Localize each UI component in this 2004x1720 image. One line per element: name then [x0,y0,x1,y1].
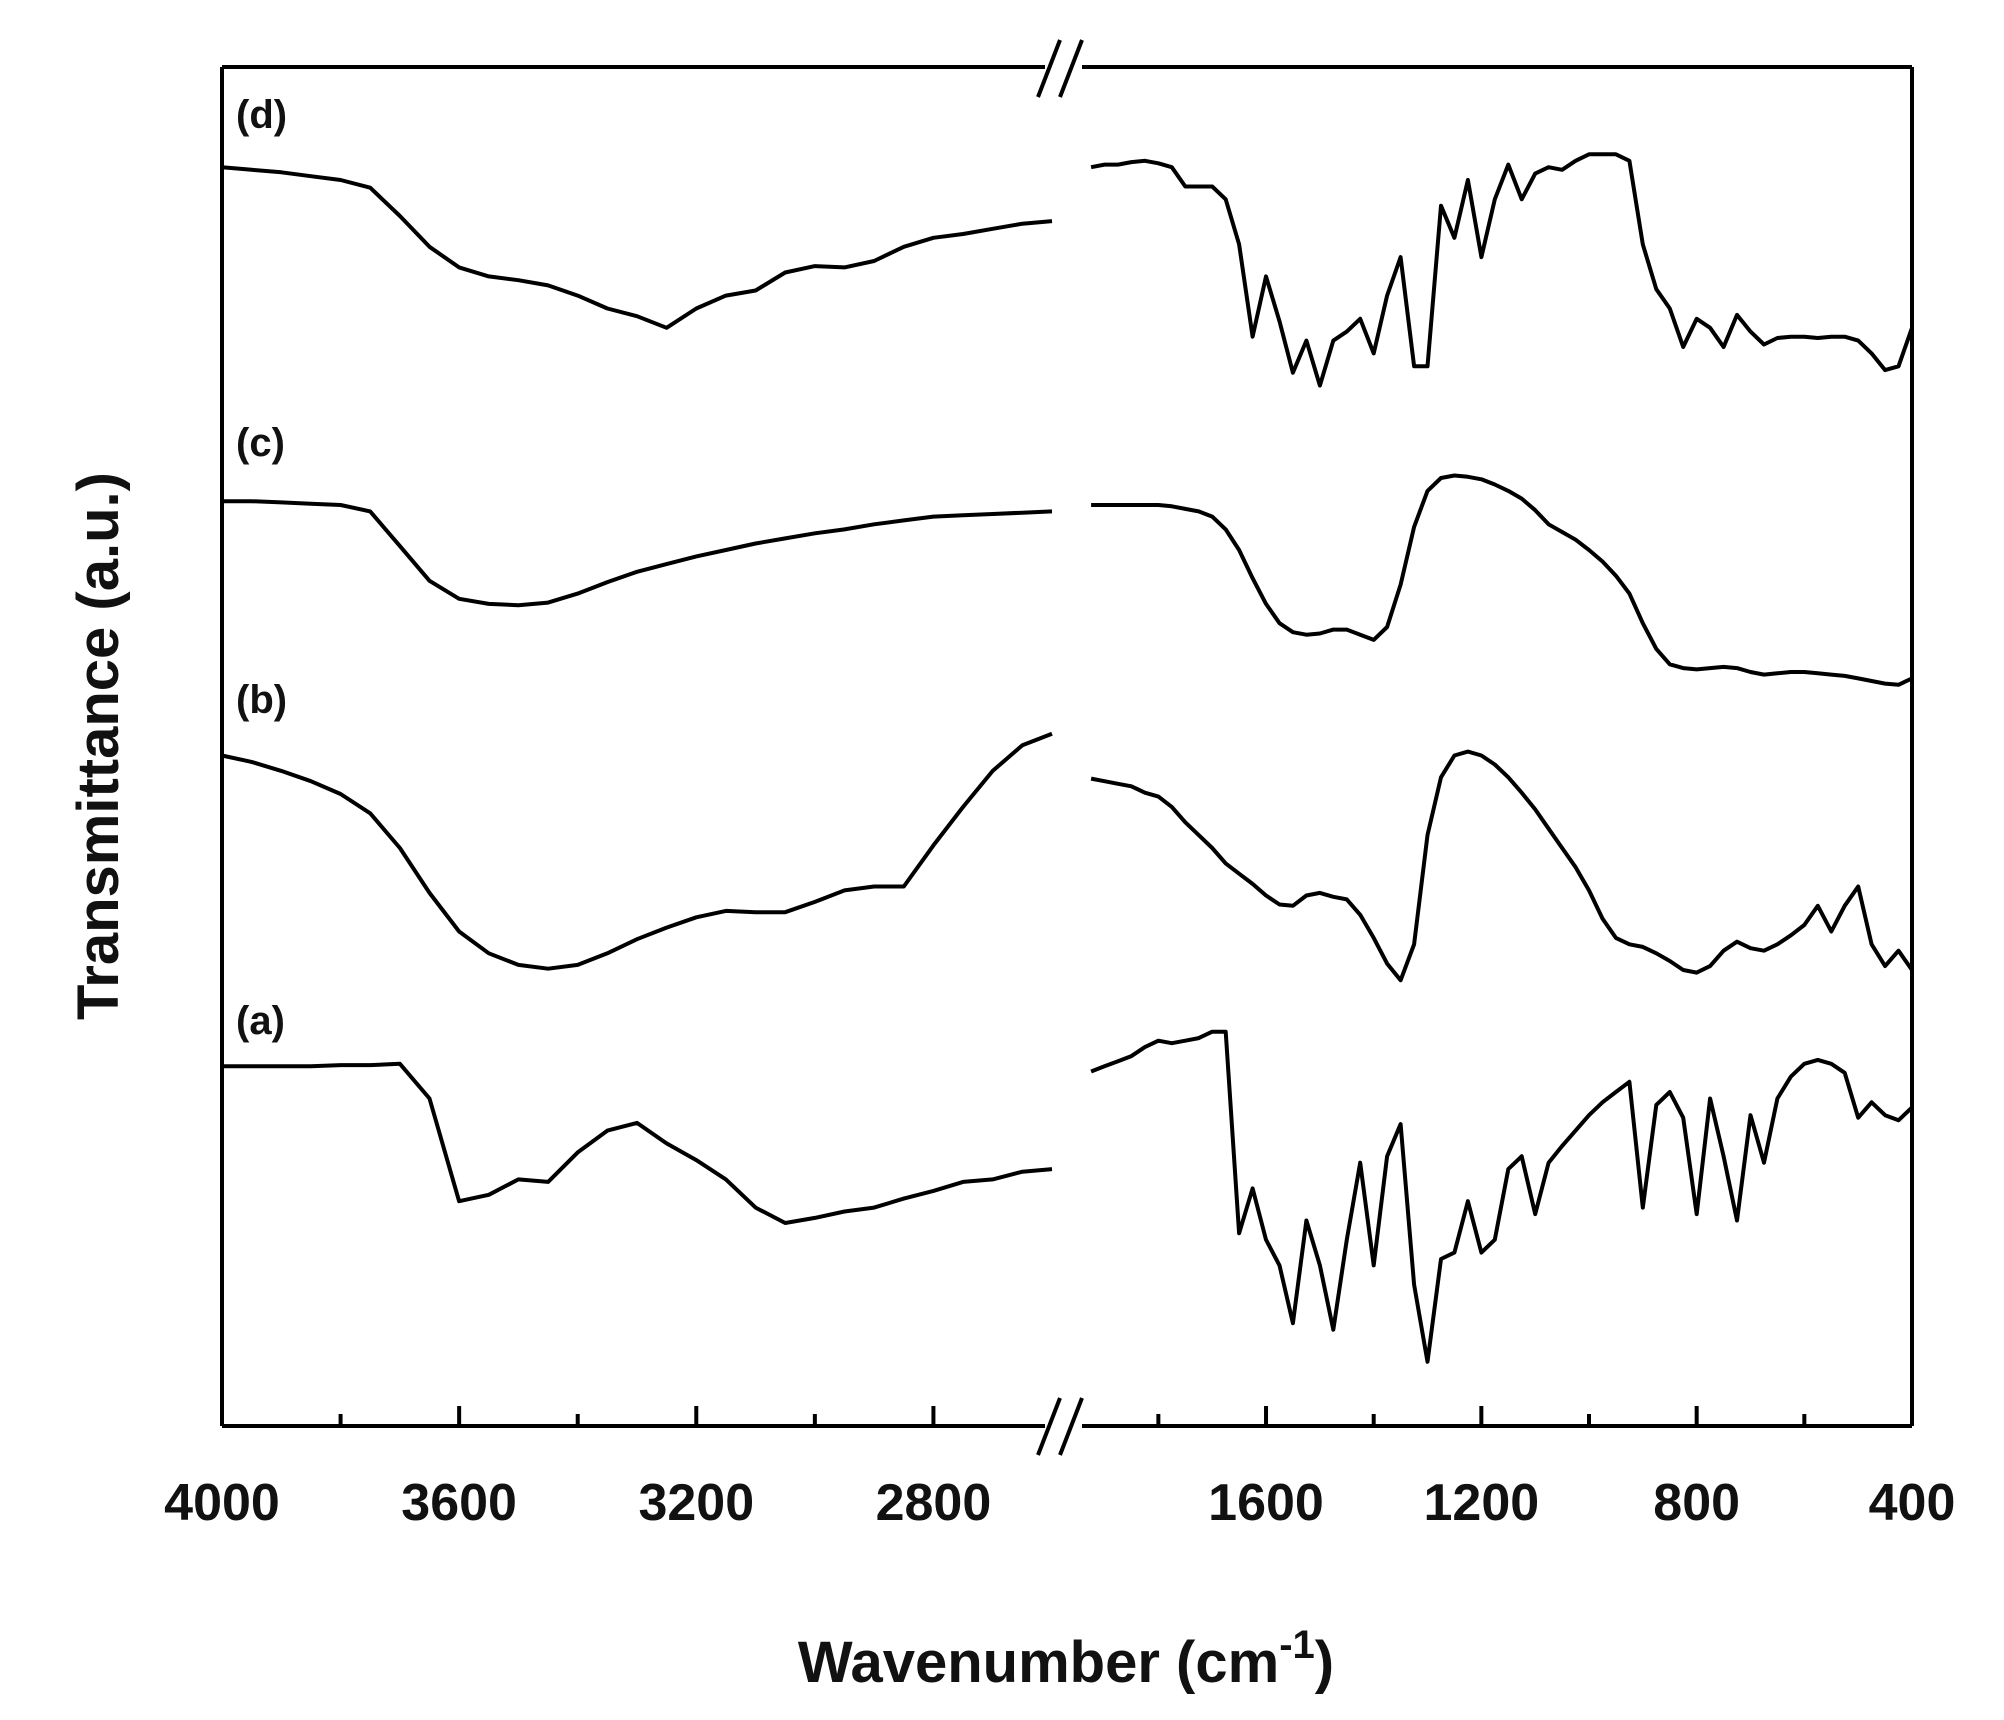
x-tick-label: 400 [1869,1474,1956,1532]
x-axis-title-text: Wavenumber (cm [798,1630,1279,1695]
series-label: (c) [236,421,285,465]
series-label: (b) [236,678,287,722]
spectrum-line [221,731,1914,983]
x-tick-label: 800 [1653,1474,1740,1532]
axis-break [1058,39,1084,98]
spectrum-line [222,473,1913,687]
spectrum-line [221,152,1914,388]
series-label: (a) [236,999,285,1043]
axis-break [1058,1397,1084,1456]
x-tick-label: 2800 [876,1474,992,1532]
spectrum-line [222,1029,1914,1364]
x-tick-label: 1600 [1208,1474,1324,1532]
x-axis-title: Wavenumber (cm-1) [798,1623,1334,1695]
x-tick-label: 4000 [164,1474,280,1532]
x-tick-label: 3200 [638,1474,754,1532]
x-axis-title-sup: -1 [1279,1623,1315,1667]
x-axis-title-end: ) [1315,1630,1334,1695]
axis-break [1036,39,1062,98]
y-axis-title: Transmittance (a.u.) [66,472,131,1020]
x-tick-label: 1200 [1424,1474,1540,1532]
frame [220,39,1914,1456]
axis-break [1036,1397,1062,1456]
series-label: (d) [236,93,287,137]
x-tick-label: 3600 [401,1474,517,1532]
